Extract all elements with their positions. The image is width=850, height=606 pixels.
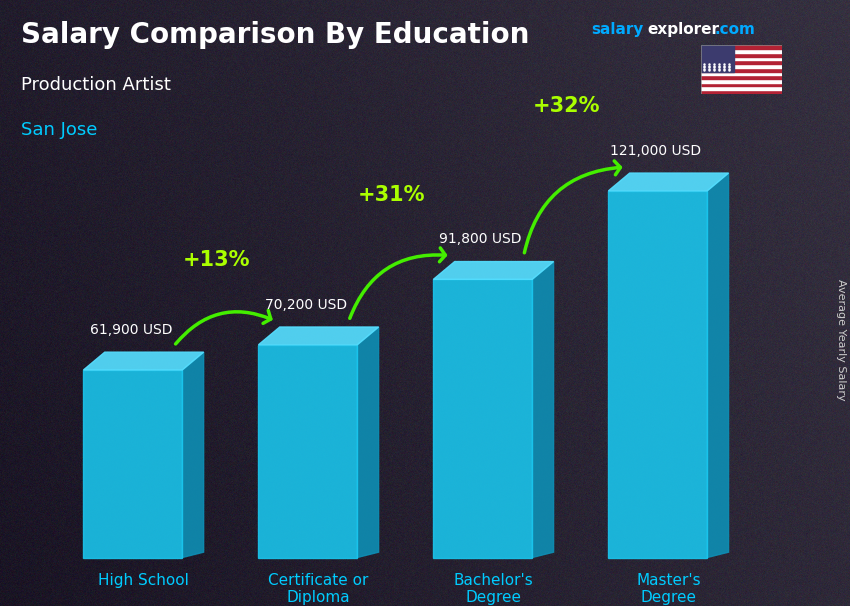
Bar: [701, 83, 782, 87]
Text: 91,800 USD: 91,800 USD: [439, 232, 522, 247]
Text: Salary Comparison By Education: Salary Comparison By Education: [21, 21, 530, 49]
Bar: [701, 45, 734, 72]
Bar: [701, 87, 782, 90]
Text: .com: .com: [714, 22, 755, 38]
Text: 121,000 USD: 121,000 USD: [610, 144, 701, 158]
Bar: [701, 61, 782, 64]
Bar: [701, 68, 782, 72]
Text: High School: High School: [98, 573, 189, 588]
Text: San Jose: San Jose: [21, 121, 98, 139]
Text: salary: salary: [591, 22, 643, 38]
Bar: [701, 79, 782, 83]
Text: Master's
Degree: Master's Degree: [636, 573, 700, 605]
Bar: [701, 45, 782, 49]
Text: explorer: explorer: [648, 22, 720, 38]
Bar: [701, 53, 782, 56]
Bar: [701, 75, 782, 79]
Bar: [701, 90, 782, 94]
Text: +31%: +31%: [357, 185, 425, 205]
Text: +13%: +13%: [183, 250, 250, 270]
Text: Average Yearly Salary: Average Yearly Salary: [836, 279, 846, 400]
Text: Bachelor's
Degree: Bachelor's Degree: [454, 573, 533, 605]
Bar: [701, 56, 782, 61]
Text: Certificate or
Diploma: Certificate or Diploma: [269, 573, 369, 605]
Text: Production Artist: Production Artist: [21, 76, 171, 94]
Bar: [701, 72, 782, 75]
Text: +32%: +32%: [532, 96, 600, 116]
Text: 70,200 USD: 70,200 USD: [264, 298, 347, 312]
Text: 61,900 USD: 61,900 USD: [89, 323, 172, 337]
Bar: [701, 64, 782, 68]
Bar: [701, 49, 782, 53]
